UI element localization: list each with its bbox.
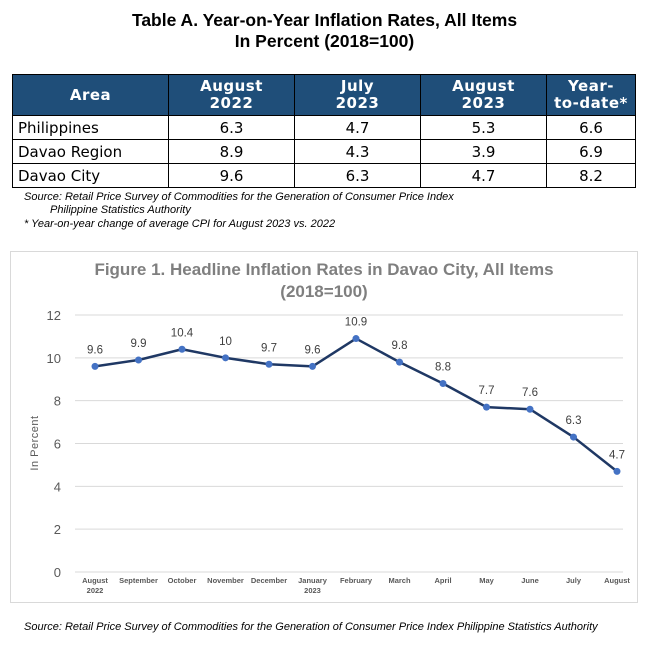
data-label: 6.3 [566, 415, 582, 427]
data-point [135, 356, 142, 364]
x-tick-label: January [298, 576, 328, 585]
x-tick-label: June [521, 576, 539, 585]
table-row: Davao City 9.6 6.3 4.7 8.2 [12, 163, 636, 188]
cell-jul2023: 4.7 [294, 115, 421, 140]
header-aug2022: August 2022 [168, 74, 295, 116]
data-label: 9.6 [87, 344, 103, 356]
x-tick-label: August [82, 576, 108, 585]
table-title: Table A. Year-on-Year Inflation Rates, A… [0, 10, 649, 52]
data-label: 9.8 [392, 340, 408, 352]
data-label: 10 [219, 336, 232, 348]
data-label: 10.4 [171, 327, 194, 339]
data-point [222, 354, 229, 362]
data-label: 7.7 [479, 385, 495, 397]
chart-subtitle: (2018=100) [280, 282, 367, 301]
cell-aug2022: 8.9 [168, 139, 295, 164]
data-point [309, 362, 316, 370]
data-point [396, 358, 403, 366]
data-point [439, 380, 447, 388]
table-title-line1: Table A. Year-on-Year Inflation Rates, A… [131, 10, 518, 30]
x-tick-label: November [207, 576, 244, 585]
data-point [526, 405, 534, 413]
x-tick-label: March [388, 576, 411, 585]
x-tick-label: 2022 [87, 586, 104, 595]
chart-source: Source: Retail Price Survey of Commoditi… [24, 621, 598, 633]
cell-jul2023: 6.3 [294, 163, 421, 188]
cell-ytd: 6.9 [546, 139, 636, 164]
cell-aug2022: 6.3 [168, 115, 295, 140]
cell-aug2022: 9.6 [168, 163, 295, 188]
data-point [178, 345, 186, 353]
table-header-row: Area August 2022 July 2023 August 2023 Year… [12, 74, 636, 116]
table-source-line1: Source: Retail Price Survey of Commoditi… [24, 191, 454, 203]
data-point [352, 335, 360, 343]
data-point [613, 467, 621, 475]
series-line [94, 337, 618, 473]
x-tick-label: October [168, 576, 197, 585]
data-point [91, 362, 99, 370]
x-tick-label: August [604, 576, 630, 585]
y-tick-label: 12 [47, 308, 61, 323]
y-axis-label: In Percent [29, 415, 41, 470]
header-ytd: Year-to-date* [546, 74, 636, 116]
x-tick-label: April [434, 576, 451, 585]
y-tick-label: 2 [54, 522, 61, 537]
table-title-line2: In Percent (2018=100) [234, 31, 415, 51]
inflation-line-chart: Figure 1. Headline Inflation Rates in Da… [29, 260, 630, 595]
x-tick-label: December [251, 576, 287, 585]
table-footnote: * Year-on-year change of average CPI for… [24, 218, 336, 230]
x-tick-label: May [479, 576, 494, 585]
header-aug2023: August 2023 [420, 74, 547, 116]
cell-area: Davao City [12, 163, 169, 188]
y-tick-label: 0 [54, 565, 61, 580]
data-label: 9.7 [261, 342, 277, 354]
data-point [483, 403, 490, 411]
cell-aug2023: 3.9 [420, 139, 547, 164]
y-tick-label: 10 [47, 351, 61, 366]
cell-ytd: 8.2 [546, 163, 636, 188]
cell-aug2023: 4.7 [420, 163, 547, 188]
data-label: 7.6 [522, 387, 538, 399]
inflation-table: Area August 2022 July 2023 August 2023 Year… [12, 74, 636, 188]
data-label: 9.6 [305, 344, 321, 356]
header-jul2023: July 2023 [294, 74, 421, 116]
y-tick-label: 4 [54, 479, 61, 494]
table-source-line2: Philippine Statistics Authority [50, 204, 191, 216]
cell-jul2023: 4.3 [294, 139, 421, 164]
x-tick-label: July [566, 576, 582, 585]
table-row: Philippines 6.3 4.7 5.3 6.6 [12, 115, 636, 140]
y-tick-label: 6 [54, 437, 61, 452]
data-label: 9.9 [131, 338, 147, 350]
x-tick-label: February [340, 576, 373, 585]
x-tick-label: September [119, 576, 158, 585]
cell-ytd: 6.6 [546, 115, 636, 140]
data-label: 10.9 [345, 317, 367, 329]
x-tick-label: 2023 [304, 586, 321, 595]
data-label: 8.8 [435, 362, 451, 374]
data-label: 4.7 [609, 449, 625, 461]
cell-area: Davao Region [12, 139, 169, 164]
y-tick-label: 8 [54, 394, 61, 409]
data-point [570, 433, 577, 441]
chart-container: Figure 1. Headline Inflation Rates in Da… [10, 251, 638, 603]
table-row: Davao Region 8.9 4.3 3.9 6.9 [12, 139, 636, 164]
cell-area: Philippines [12, 115, 169, 140]
chart-title: Figure 1. Headline Inflation Rates in Da… [94, 260, 553, 279]
cell-aug2023: 5.3 [420, 115, 547, 140]
data-point [265, 360, 273, 368]
header-area: Area [12, 74, 169, 116]
